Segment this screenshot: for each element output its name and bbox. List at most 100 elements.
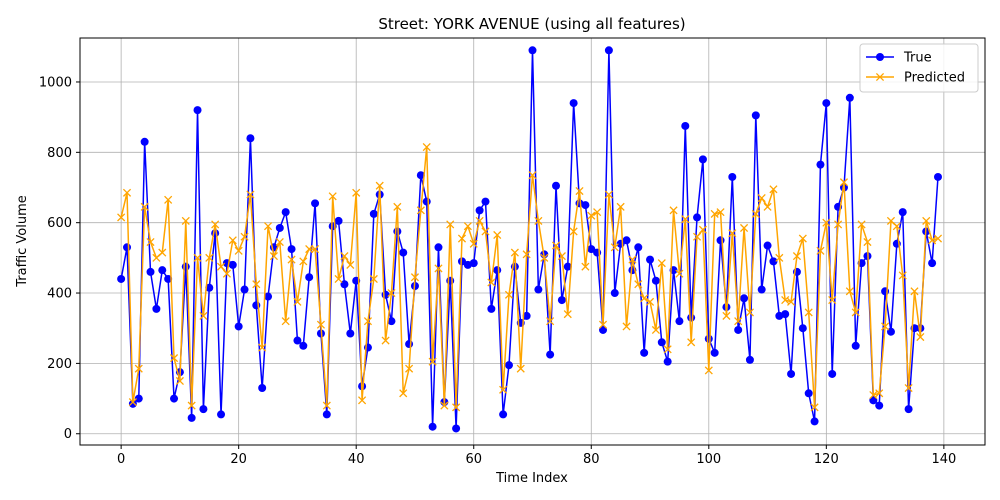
data-point-predicted <box>804 308 813 317</box>
data-point-true <box>369 209 378 218</box>
data-point-predicted <box>669 206 678 215</box>
data-point-true <box>158 266 167 275</box>
data-point-true <box>698 155 707 164</box>
data-point-true <box>781 310 790 319</box>
data-point-predicted <box>187 401 196 410</box>
data-point-predicted <box>933 234 943 243</box>
data-point-predicted <box>322 401 331 410</box>
data-point-true <box>164 274 173 283</box>
data-point-predicted <box>334 274 343 284</box>
data-point-predicted <box>540 253 549 262</box>
data-point-predicted <box>504 290 514 299</box>
data-point-true <box>499 410 508 419</box>
data-point-predicted <box>246 190 255 199</box>
data-point-true <box>140 137 149 146</box>
data-point-true <box>469 259 478 268</box>
data-point-predicted <box>263 222 273 231</box>
data-point-predicted <box>216 262 226 271</box>
data-point-predicted <box>587 211 596 220</box>
data-point-predicted <box>769 185 778 194</box>
x-axis-title: Time Index <box>495 471 568 486</box>
data-point-true <box>604 46 613 55</box>
data-point-true <box>381 290 390 299</box>
data-point-predicted <box>222 269 231 278</box>
data-point-predicted <box>651 325 660 335</box>
legend-box <box>859 43 979 93</box>
data-point-predicted <box>687 338 696 347</box>
data-point-true <box>287 245 296 254</box>
legend-marker <box>875 72 885 82</box>
data-point-predicted <box>469 239 478 248</box>
data-point-predicted <box>440 401 449 410</box>
legend-item-true: True <box>866 51 932 66</box>
data-point-true <box>123 243 132 252</box>
data-point-predicted <box>875 389 884 398</box>
data-point-predicted <box>234 246 243 255</box>
data-point-true <box>569 99 578 108</box>
x-tick-label: 120 <box>814 452 839 467</box>
data-point-predicted <box>122 188 132 197</box>
data-point-predicted <box>252 280 261 289</box>
data-point-true <box>258 384 267 393</box>
data-point-predicted <box>739 223 749 233</box>
data-point-predicted <box>692 232 702 241</box>
data-point-true <box>193 106 202 115</box>
data-point-true <box>769 257 778 266</box>
data-point-predicted <box>781 296 790 305</box>
data-point-predicted <box>275 237 284 247</box>
data-point-predicted <box>146 237 155 247</box>
legend-item-predicted: Predicted <box>866 71 965 86</box>
data-point-true <box>246 134 255 143</box>
data-point-predicted <box>892 222 901 231</box>
data-point-true <box>322 410 331 419</box>
data-point-true <box>640 348 649 357</box>
series-line-true <box>120 49 939 430</box>
data-point-predicted <box>481 227 490 236</box>
y-tick-label: 600 <box>47 216 72 231</box>
data-point-predicted <box>316 320 326 329</box>
series-predicted <box>117 142 943 412</box>
data-point-predicted <box>734 317 743 326</box>
data-point-true <box>798 324 807 333</box>
data-point-predicted <box>352 188 361 197</box>
legend-marker <box>876 53 884 61</box>
data-point-predicted <box>787 297 796 306</box>
data-point-true <box>869 396 878 405</box>
data-point-predicted <box>128 398 137 407</box>
data-point-true <box>146 267 155 276</box>
data-point-true <box>199 405 208 414</box>
data-point-true <box>534 285 543 294</box>
data-point-true <box>399 248 408 257</box>
data-point-predicted <box>516 364 525 373</box>
data-point-predicted <box>634 280 643 289</box>
data-point-predicted <box>164 195 173 204</box>
data-point-predicted <box>487 278 496 287</box>
data-point-true <box>475 206 484 215</box>
data-point-true <box>205 283 214 292</box>
data-point-true <box>657 338 666 347</box>
data-point-predicted <box>369 274 378 284</box>
data-point-true <box>234 322 243 331</box>
data-point-predicted <box>281 317 290 326</box>
data-point-predicted <box>645 297 655 306</box>
data-point-predicted <box>792 252 802 261</box>
data-point-predicted <box>546 317 555 326</box>
data-point-predicted <box>340 252 349 261</box>
data-point-predicted <box>452 403 461 412</box>
data-point-true <box>334 216 343 225</box>
data-point-true <box>704 334 713 343</box>
data-point-predicted <box>258 343 267 352</box>
data-point-true <box>651 276 660 285</box>
data-point-predicted <box>181 216 190 225</box>
data-point-predicted <box>475 216 484 225</box>
data-point-true <box>281 208 290 217</box>
data-point-predicted <box>745 308 754 317</box>
data-point-true <box>217 410 226 419</box>
y-tick-label: 200 <box>47 357 72 372</box>
data-point-true <box>422 197 431 206</box>
data-point-predicted <box>193 253 202 262</box>
data-point-predicted <box>881 322 890 331</box>
data-point-true <box>610 289 619 298</box>
data-point-predicted <box>434 264 443 273</box>
data-point-true <box>528 46 537 55</box>
